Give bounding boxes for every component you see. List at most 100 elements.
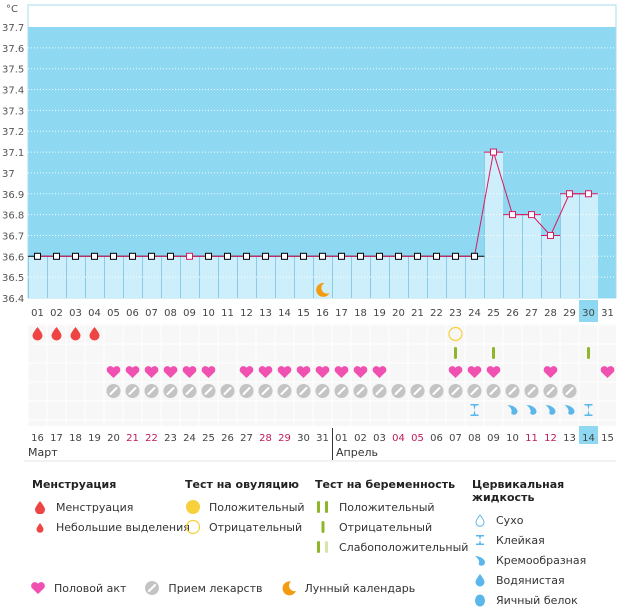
x-tick-label: 24: [468, 308, 481, 319]
temperature-point: [53, 252, 60, 260]
date-label: 16: [31, 433, 44, 444]
date-label: 02: [354, 433, 367, 444]
today-date-highlight: [579, 426, 598, 444]
blood-drop-icon: [89, 327, 100, 341]
pill-stroke: [147, 387, 156, 395]
date-label: 17: [50, 433, 63, 444]
x-tick-label: 16: [316, 308, 329, 319]
x-tick-label: 25: [487, 308, 500, 319]
date-label: 12: [544, 433, 557, 444]
temperature-point: [129, 252, 136, 260]
temperature-bar: [47, 256, 66, 298]
heart-icon: [486, 366, 501, 378]
temperature-bar: [332, 256, 351, 298]
pregnancy-negative-icon: [315, 519, 331, 535]
y-tick-label: 37.3: [2, 106, 24, 117]
date-label: 05: [411, 433, 424, 444]
y-tick-label: 36.6: [2, 252, 24, 263]
pill-stroke: [394, 387, 403, 395]
x-tick-label: 09: [183, 308, 196, 319]
temperature-point: [509, 211, 516, 219]
moon-icon: [316, 282, 330, 297]
temperature-point: [376, 252, 383, 260]
temperature-bar: [104, 256, 123, 298]
date-label: 08: [468, 433, 481, 444]
temperature-point: [148, 252, 155, 260]
pill-stroke: [337, 387, 346, 395]
temperature-point: [319, 252, 326, 260]
date-label: 01: [335, 433, 348, 444]
sticky-icon: [472, 532, 488, 548]
pill-stroke: [109, 387, 118, 395]
pill-stroke: [470, 387, 479, 395]
heart-icon: [353, 366, 368, 378]
temperature-point: [452, 252, 459, 260]
y-tick-label: 37.1: [2, 148, 24, 159]
date-label: 27: [240, 433, 253, 444]
date-label: 10: [506, 433, 519, 444]
legend-item: Отрицательный: [339, 520, 433, 534]
x-tick-label: 02: [50, 308, 63, 319]
y-tick-label: 36.4: [2, 294, 24, 305]
pregnancy-negative-icon: [454, 347, 457, 359]
temperature-point: [414, 252, 421, 260]
heart-icon: [182, 366, 197, 378]
heart-icon: [258, 366, 273, 378]
temperature-point: [205, 252, 212, 260]
temperature-point: [547, 231, 554, 239]
x-tick-label: 27: [525, 308, 538, 319]
date-label: 03: [373, 433, 386, 444]
temperature-point: [72, 252, 79, 260]
temperature-bar: [541, 235, 560, 298]
ovulation-positive-icon: [185, 499, 201, 515]
month-label-march: Март: [28, 446, 58, 459]
temperature-point: [585, 190, 592, 198]
x-tick-label: 12: [240, 308, 253, 319]
y-tick-label: 37: [2, 169, 15, 180]
legend-item: Половой акт: [54, 581, 127, 595]
temperature-bar: [560, 193, 579, 298]
date-label: 28: [259, 433, 272, 444]
blood-drop-icon: [51, 327, 62, 341]
blood-drop-icon: [70, 327, 81, 341]
pregnancy-negative-icon: [587, 347, 590, 359]
temperature-bar: [465, 256, 484, 298]
temperature-point: [186, 252, 193, 260]
x-tick-label: 31: [601, 308, 614, 319]
heart-icon: [277, 366, 292, 378]
temperature-point: [224, 252, 231, 260]
legend-item: Клейкая: [496, 533, 545, 547]
pill-stroke: [166, 387, 175, 395]
y-tick-label: 36.9: [2, 190, 24, 201]
legend-ovulation: Тест на овуляцию Положительный Отрицател…: [185, 478, 305, 537]
temperature-point: [167, 252, 174, 260]
heart-icon: [201, 366, 216, 378]
x-tick-label: 17: [335, 308, 348, 319]
blood-drop-icon: [32, 499, 48, 515]
pregnancy-weak-icon: [315, 539, 331, 555]
heart-icon: [543, 366, 558, 378]
y-tick-label: 37.7: [2, 23, 24, 34]
pill-stroke: [299, 387, 308, 395]
legend-item: Слабоположительный: [339, 540, 469, 554]
date-label: 09: [487, 433, 500, 444]
x-tick-label: 26: [506, 308, 519, 319]
x-tick-label: 10: [202, 308, 215, 319]
legend-other: Половой акт Прием лекарств Лунный календ…: [30, 578, 415, 598]
x-tick-label: 03: [69, 308, 82, 319]
creamy-icon: [472, 552, 488, 568]
x-tick-label: 14: [278, 308, 291, 319]
temperature-point: [91, 252, 98, 260]
temperature-point: [34, 252, 41, 260]
pill-stroke: [280, 387, 289, 395]
x-tick-label: 01: [31, 308, 44, 319]
pill-stroke: [128, 387, 137, 395]
pregnancy-positive-icon: [315, 499, 331, 515]
x-tick-label: 23: [449, 308, 462, 319]
temperature-point: [433, 252, 440, 260]
x-tick-label: 06: [126, 308, 139, 319]
legend-item: Сухо: [496, 513, 524, 527]
creamy-icon: [545, 405, 556, 415]
creamy-icon: [507, 405, 518, 415]
temperature-point: [395, 252, 402, 260]
